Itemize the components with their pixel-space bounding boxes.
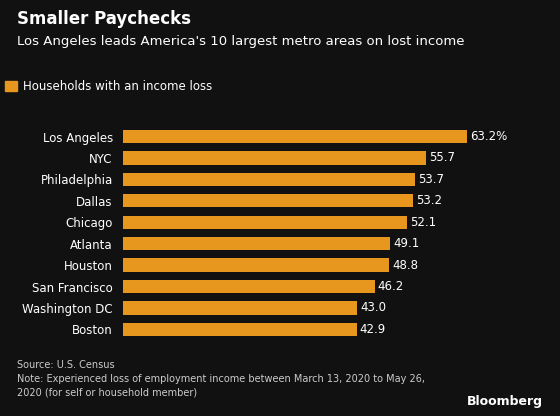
Text: 52.1: 52.1 bbox=[410, 216, 436, 229]
Bar bbox=[123, 237, 390, 250]
Text: Bloomberg: Bloomberg bbox=[467, 395, 543, 408]
Text: Source: U.S. Census
Note: Experienced loss of employment income between March 13: Source: U.S. Census Note: Experienced lo… bbox=[17, 360, 425, 398]
Bar bbox=[123, 258, 389, 272]
Text: 55.7: 55.7 bbox=[430, 151, 455, 164]
Text: 53.2: 53.2 bbox=[416, 194, 442, 207]
Text: Smaller Paychecks: Smaller Paychecks bbox=[17, 10, 191, 28]
Bar bbox=[123, 173, 416, 186]
Text: 42.9: 42.9 bbox=[360, 323, 386, 336]
Text: 46.2: 46.2 bbox=[378, 280, 404, 293]
Text: 63.2%: 63.2% bbox=[470, 130, 507, 143]
Bar bbox=[123, 280, 375, 293]
Bar bbox=[123, 323, 357, 336]
Text: Los Angeles leads America's 10 largest metro areas on lost income: Los Angeles leads America's 10 largest m… bbox=[17, 35, 464, 48]
Text: 48.8: 48.8 bbox=[392, 259, 418, 272]
Text: 49.1: 49.1 bbox=[394, 237, 420, 250]
Bar bbox=[123, 215, 407, 229]
Bar bbox=[123, 301, 357, 314]
Text: 43.0: 43.0 bbox=[361, 302, 386, 314]
Legend: Households with an income loss: Households with an income loss bbox=[6, 80, 212, 93]
Bar bbox=[123, 194, 413, 208]
Bar bbox=[123, 130, 467, 143]
Bar bbox=[123, 151, 426, 165]
Text: 53.7: 53.7 bbox=[418, 173, 445, 186]
